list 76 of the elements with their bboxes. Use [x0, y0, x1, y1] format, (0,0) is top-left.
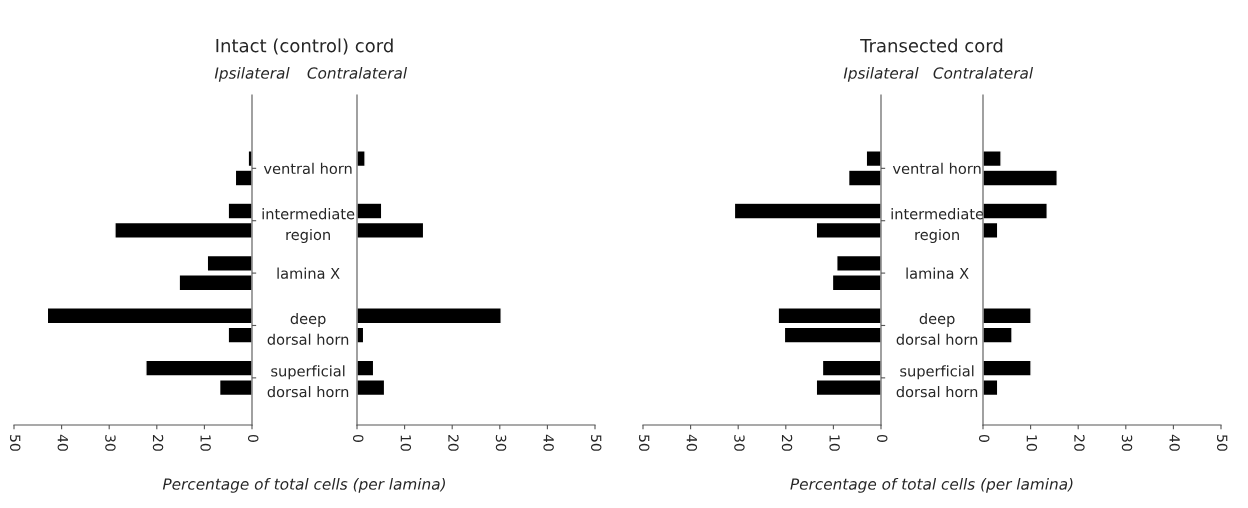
chart-title: Ipsilateral	[843, 67, 919, 82]
text: Transected cord	[860, 38, 1003, 53]
x-tick-label: 30	[734, 435, 745, 451]
bar	[218, 378, 252, 397]
bar	[234, 169, 252, 187]
bar	[357, 150, 366, 168]
y-tick-label: deep dorsal horn	[896, 312, 978, 345]
x-tick-label: 20	[152, 435, 164, 451]
x-tick-label: 50	[590, 435, 602, 451]
y-tick-label: deep dorsal horn	[267, 312, 349, 345]
x-tick-label: 10	[829, 435, 840, 451]
bar	[815, 378, 881, 397]
bar	[983, 221, 999, 239]
y-tick-label: intermediate region	[891, 208, 984, 243]
bar	[815, 221, 881, 239]
bar	[983, 378, 999, 397]
bar	[46, 307, 252, 325]
x-tick-label: 0	[978, 434, 990, 442]
bar	[114, 221, 252, 239]
x-tick-label: 0	[876, 434, 888, 442]
bar	[983, 307, 1032, 325]
bar	[836, 254, 881, 272]
bar	[983, 202, 1048, 220]
bar	[357, 221, 425, 239]
y-tick-label: superficial dorsal horn	[267, 365, 349, 398]
x-axis-title: Percentage of total cells (per lamina)	[790, 477, 1073, 493]
bar	[831, 274, 881, 292]
bar	[733, 202, 881, 220]
x-tick-label: 10	[200, 435, 211, 451]
chart-title: Ipsilateral	[214, 67, 290, 82]
bar	[783, 326, 881, 344]
bar	[357, 359, 375, 377]
bar	[865, 150, 881, 168]
bar	[777, 307, 881, 325]
y-tick-label: lamina X	[906, 267, 969, 279]
x-tick-label: 40	[543, 434, 554, 451]
bar	[227, 326, 252, 344]
x-tick-label: 30	[1121, 435, 1133, 451]
y-tick-label: lamina X	[277, 267, 340, 279]
x-tick-label: 50	[9, 435, 21, 451]
x-tick-label: 10	[1026, 435, 1038, 451]
x-tick-label: 0	[247, 434, 259, 442]
x-tick-label: 20	[448, 435, 459, 451]
bar	[821, 359, 881, 377]
x-tick-label: 30	[495, 435, 507, 451]
x-tick-label: 0	[352, 434, 364, 442]
bar	[145, 359, 252, 377]
x-tick-label: 10	[400, 435, 412, 451]
bar	[178, 274, 252, 292]
chart-title: Contralateral	[307, 67, 408, 79]
x-tick-label: 50	[1216, 435, 1228, 451]
x-axis-title: Percentage of total cells (per lamina)	[162, 477, 445, 493]
x-tick-label: 20	[781, 435, 793, 451]
x-tick-label: 50	[638, 435, 650, 451]
y-tick-label: ventral horn	[263, 162, 352, 175]
bar	[357, 378, 386, 397]
x-tick-label: 20	[1074, 435, 1085, 451]
bar	[983, 169, 1058, 187]
bar	[983, 150, 1002, 168]
bar	[227, 202, 252, 220]
text: Intact (control) cord	[216, 38, 393, 55]
bar	[206, 254, 252, 272]
x-tick-label: 40	[57, 434, 69, 451]
bar	[983, 359, 1032, 377]
x-tick-label: 30	[105, 435, 116, 451]
bar	[847, 169, 881, 187]
x-tick-label: 40	[1169, 434, 1180, 451]
y-tick-label: intermediate region	[262, 208, 355, 243]
y-tick-label: ventral horn	[892, 162, 981, 175]
x-tick-label: 40	[686, 434, 698, 451]
bar	[357, 202, 383, 220]
bar	[247, 150, 252, 168]
y-tick-label: superficial dorsal horn	[896, 365, 978, 398]
bar	[357, 307, 502, 325]
bar	[983, 326, 1013, 344]
chart-title: Contralateral	[933, 67, 1034, 79]
